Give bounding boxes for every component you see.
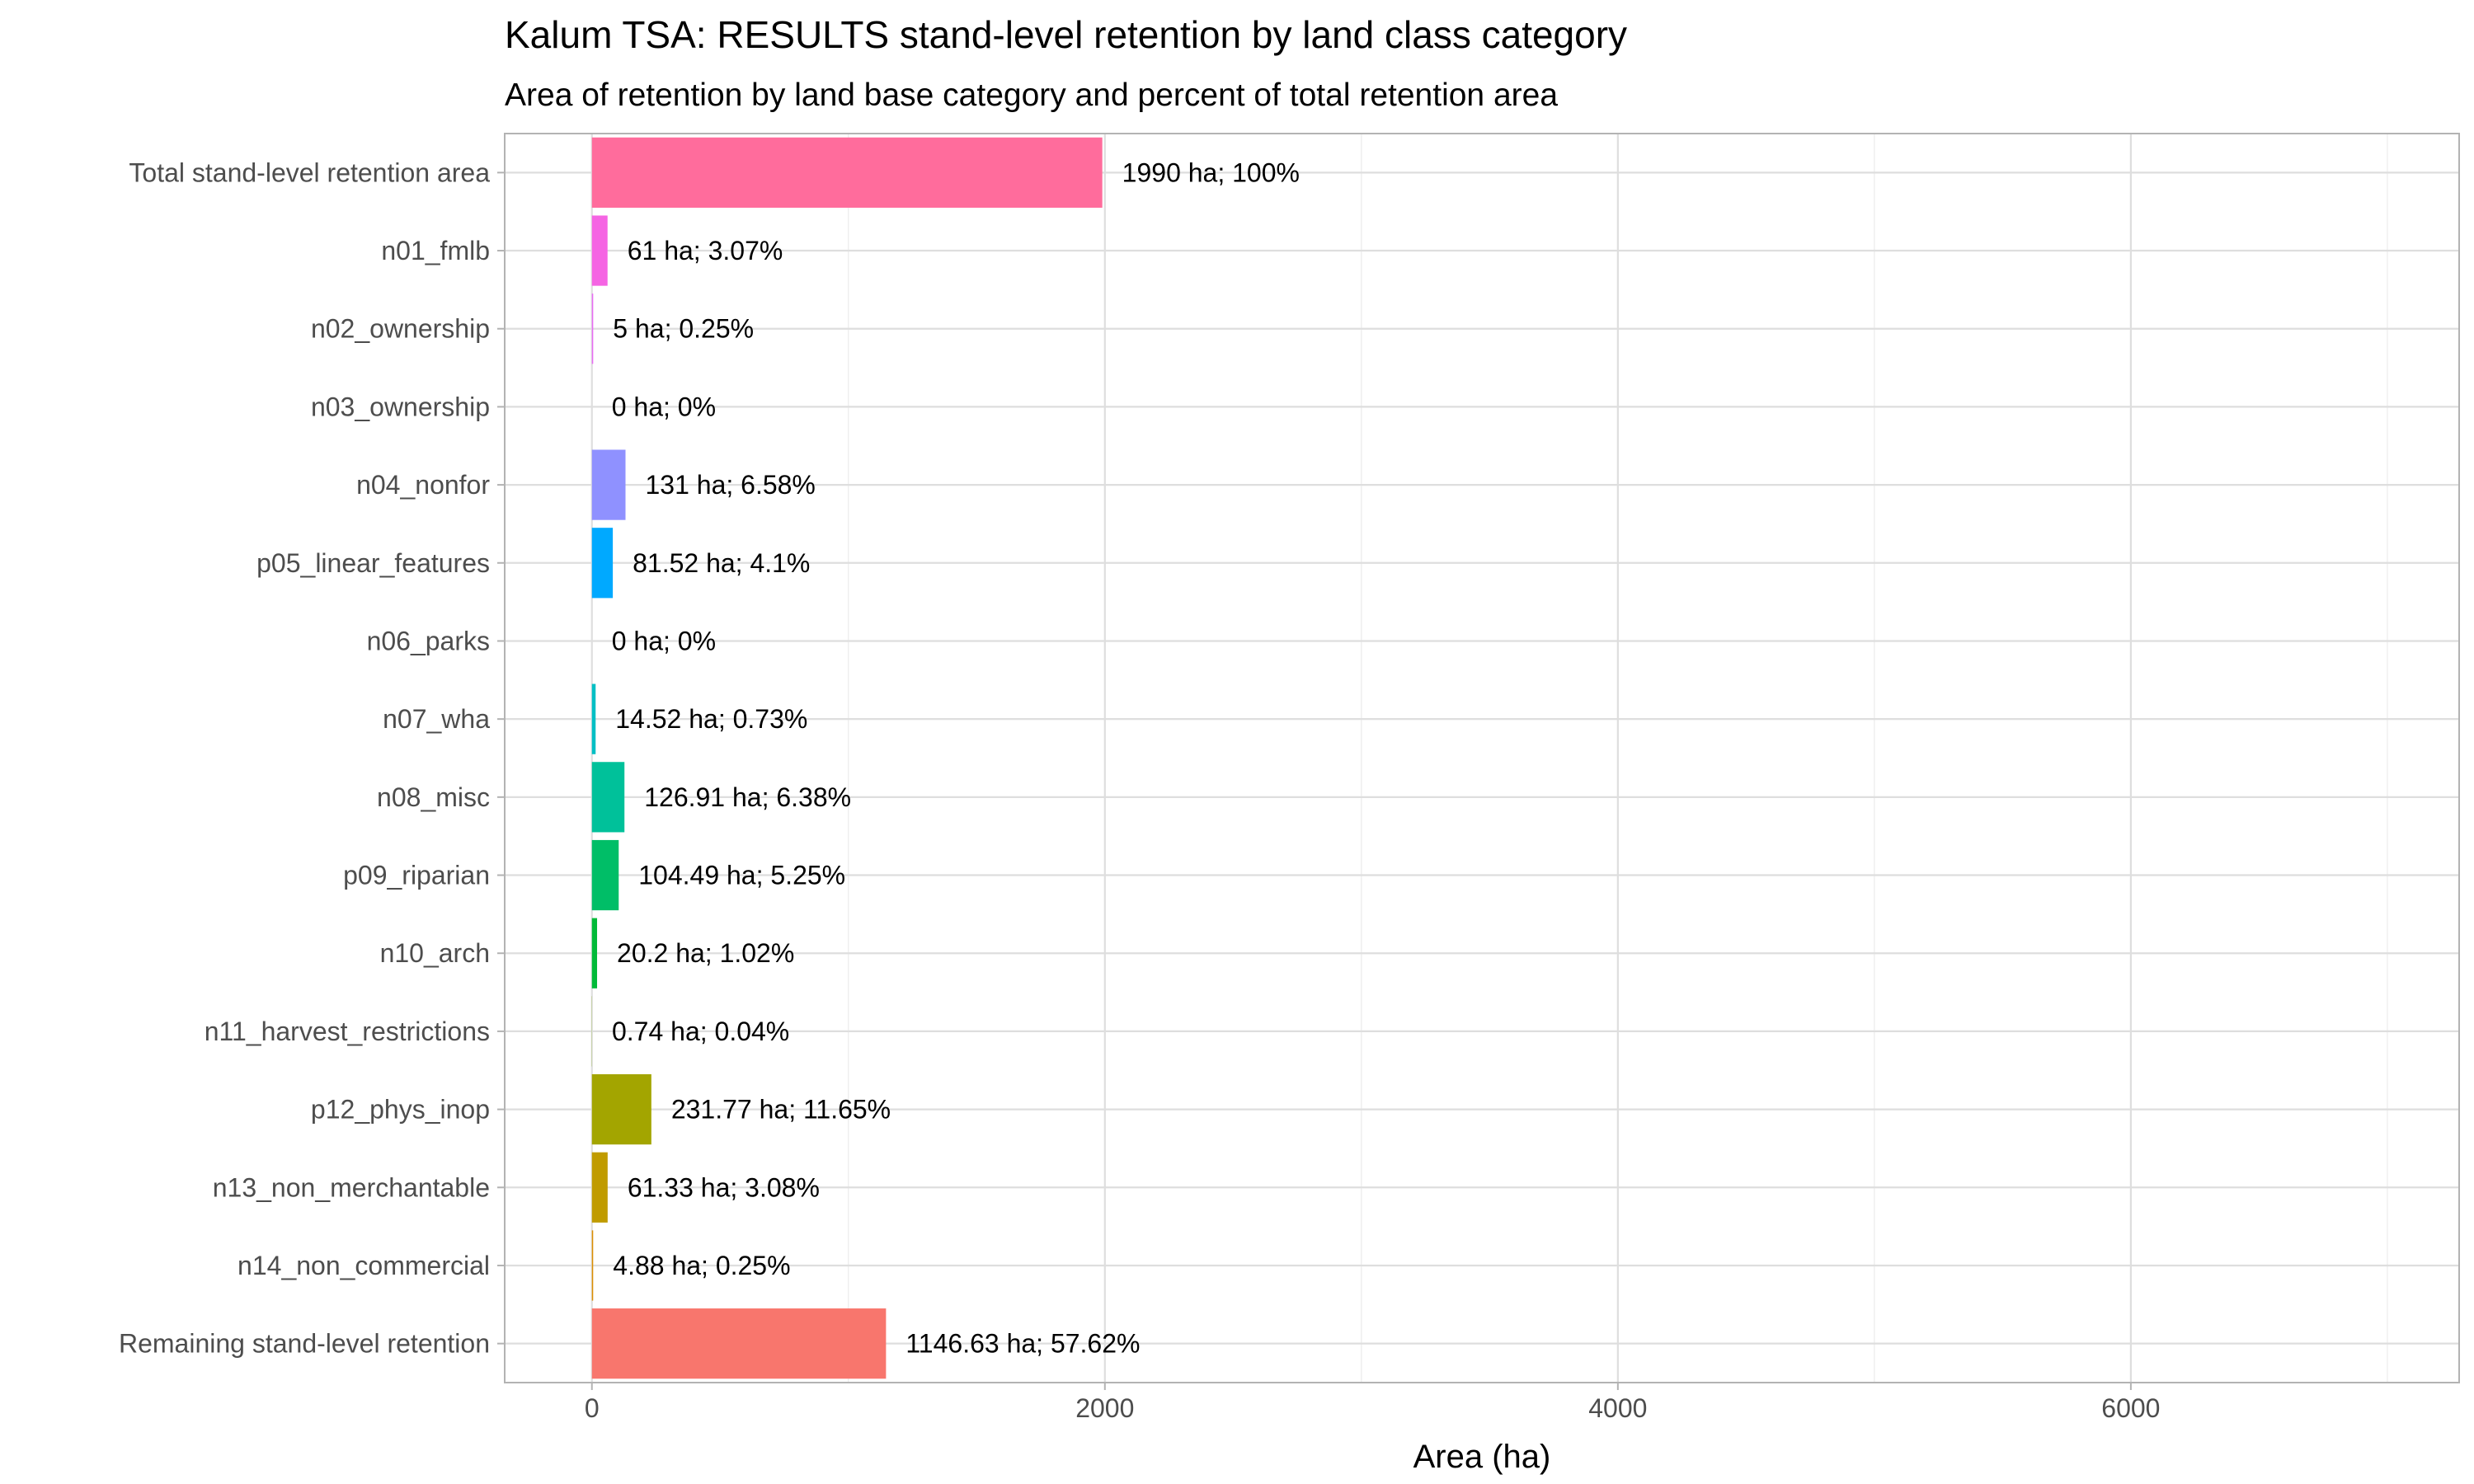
category-label: n10_arch — [380, 938, 490, 968]
bar — [591, 683, 596, 754]
data-label: 61.33 ha; 3.08% — [628, 1172, 820, 1202]
chart-subtitle: Area of retention by land base category … — [505, 77, 1558, 113]
data-label: 61 ha; 3.07% — [628, 236, 783, 265]
bar — [591, 215, 608, 286]
bar — [591, 839, 619, 911]
bar — [591, 1152, 608, 1223]
category-label: n13_non_merchantable — [213, 1172, 490, 1202]
category-label: n14_non_commercial — [238, 1251, 490, 1280]
category-label: n06_parks — [367, 626, 490, 655]
bar — [591, 528, 614, 599]
data-label: 231.77 ha; 11.65% — [671, 1095, 891, 1125]
data-label: 4.88 ha; 0.25% — [613, 1251, 790, 1280]
data-label: 5 ha; 0.25% — [613, 314, 754, 344]
data-label: 0 ha; 0% — [612, 626, 716, 655]
category-label: p05_linear_features — [256, 548, 490, 578]
data-label: 131 ha; 6.58% — [645, 470, 815, 500]
bar — [591, 762, 625, 833]
category-label: n03_ownership — [311, 392, 490, 421]
category-label: n11_harvest_restrictions — [205, 1017, 490, 1046]
chart-title: Kalum TSA: RESULTS stand-level retention… — [505, 13, 1627, 56]
data-label: 0.74 ha; 0.04% — [612, 1017, 789, 1046]
bar — [591, 449, 626, 520]
bar-labels: 1990 ha; 100% 61 ha; 3.07% 5 ha; 0.25% 0 ha… — [612, 157, 1300, 1358]
x-tick-label: 0 — [585, 1393, 600, 1423]
x-axis-title: Area (ha) — [1413, 1439, 1551, 1475]
bar — [591, 1073, 651, 1145]
bar — [591, 1230, 594, 1301]
data-label: 14.52 ha; 0.73% — [615, 704, 807, 734]
data-label: 1146.63 ha; 57.62% — [905, 1329, 1140, 1359]
minor-gridlines — [848, 134, 2388, 1383]
bar — [591, 1308, 887, 1379]
data-label: 20.2 ha; 1.02% — [617, 938, 794, 968]
data-label: 0 ha; 0% — [612, 392, 716, 421]
bar — [591, 294, 594, 364]
category-label: n04_nonfor — [356, 470, 490, 500]
category-label: p12_phys_inop — [311, 1095, 490, 1125]
category-label: n07_wha — [383, 704, 490, 734]
x-tick-label: 2000 — [1075, 1393, 1134, 1423]
y-axis: Total stand-level retention area n01_fmlb… — [119, 157, 505, 1359]
plot-panel — [505, 134, 2459, 1383]
category-label: n08_misc — [377, 782, 490, 812]
data-label: 104.49 ha; 5.25% — [638, 861, 845, 890]
category-label: n01_fmlb — [381, 236, 490, 265]
x-tick-label: 4000 — [1588, 1393, 1647, 1423]
category-label: Total stand-level retention area — [129, 157, 490, 187]
data-label: 1990 ha; 100% — [1122, 157, 1300, 187]
bar — [591, 918, 598, 989]
x-axis: 0 2000 4000 6000 — [585, 1383, 2160, 1423]
x-tick-label: 6000 — [2101, 1393, 2160, 1423]
category-label: Remaining stand-level retention — [119, 1329, 490, 1359]
category-label: n02_ownership — [311, 314, 490, 344]
category-label: p09_riparian — [343, 861, 490, 890]
bars — [591, 137, 1103, 1379]
plot-border — [504, 133, 2460, 1383]
data-label: 81.52 ha; 4.1% — [633, 548, 810, 578]
bar — [591, 137, 1103, 208]
data-label: 126.91 ha; 6.38% — [644, 782, 851, 812]
